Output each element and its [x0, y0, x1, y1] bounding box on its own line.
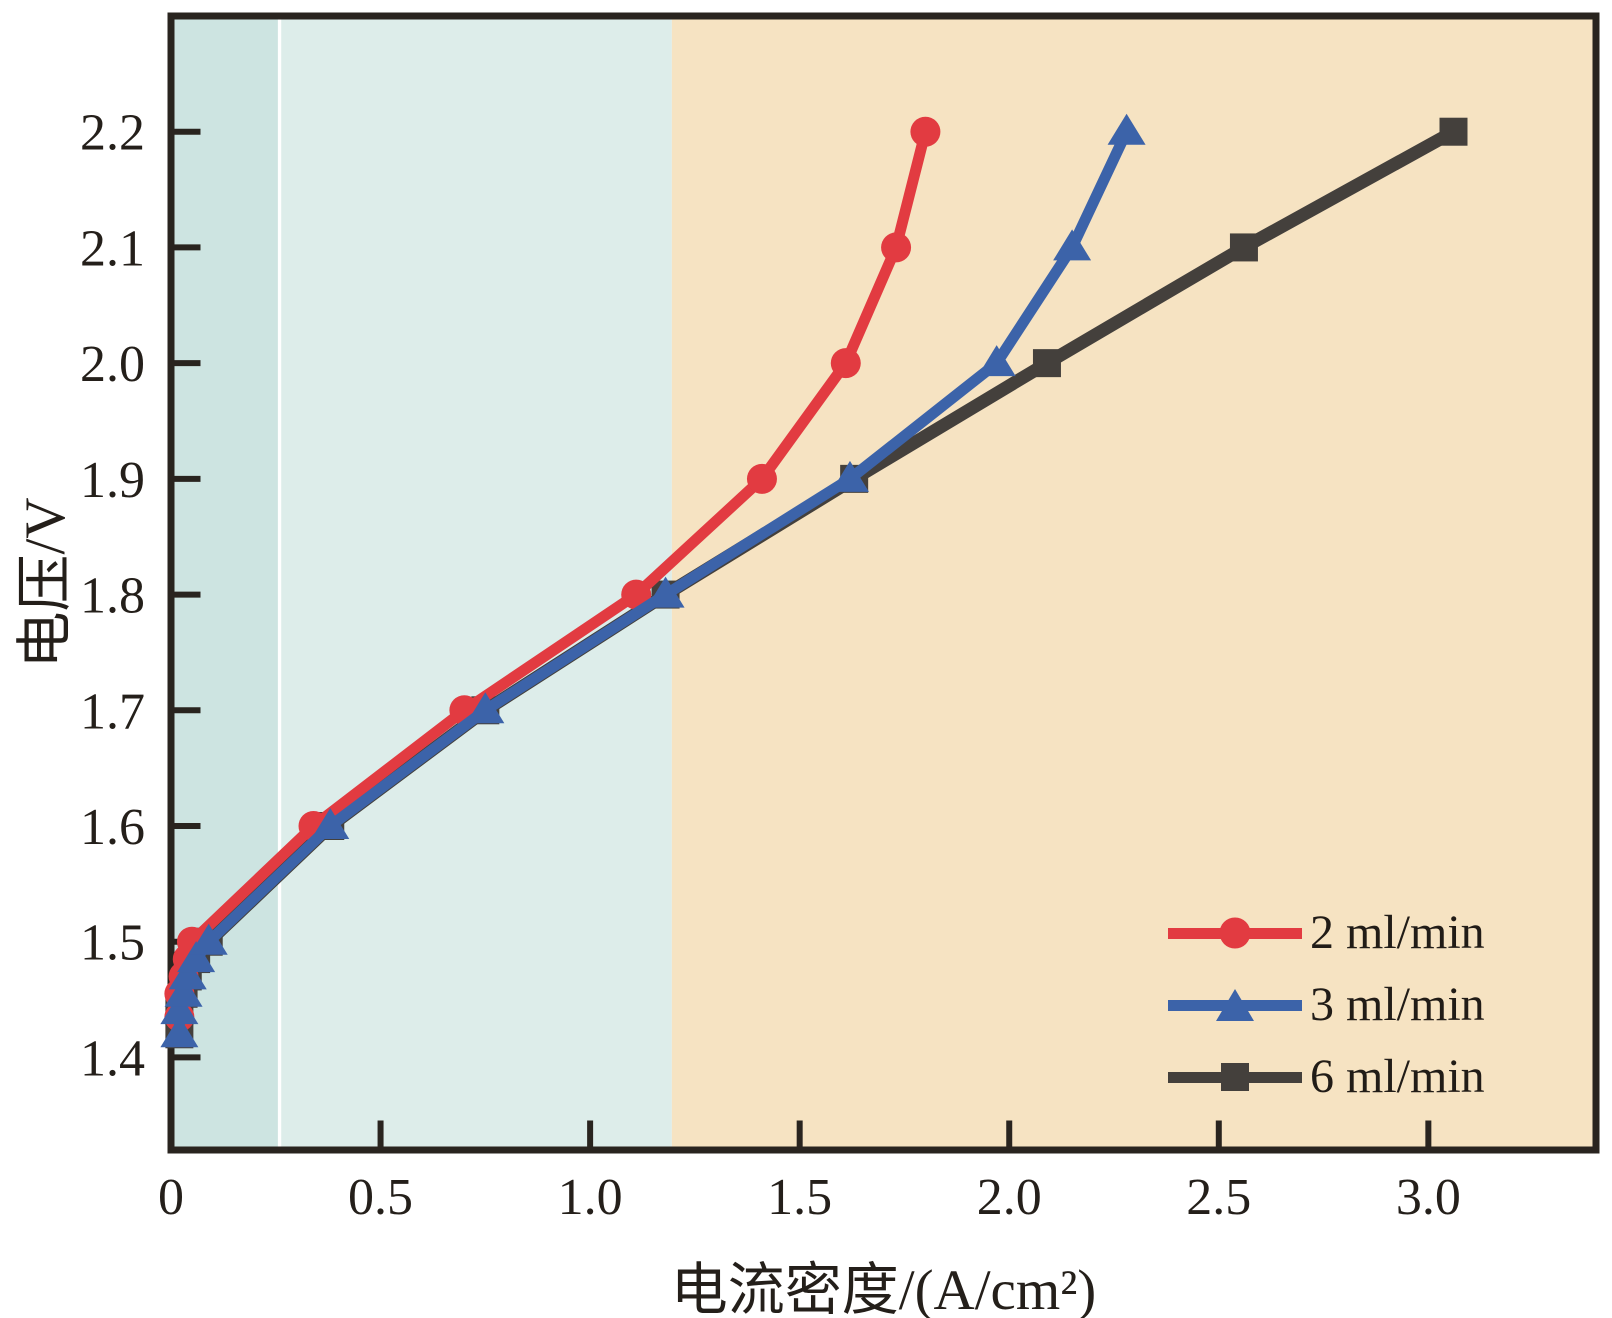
data-point-triangle: [977, 345, 1016, 377]
data-point-triangle: [466, 692, 505, 724]
data-point-square: [1032, 349, 1061, 378]
legend-line-sample: [1168, 917, 1302, 949]
y-tick-label: 1.8: [80, 568, 145, 625]
data-point-triangle: [1107, 113, 1146, 145]
x-axis-title: 电流密度/(A/cm²): [670, 1259, 1097, 1318]
y-tick-label: 1.7: [80, 683, 145, 740]
y-tick-label: 1.4: [80, 1030, 145, 1087]
y-tick-label: 1.6: [80, 799, 145, 856]
x-tick-label: 2.5: [1186, 1169, 1251, 1226]
data-point-triangle: [646, 576, 685, 608]
legend-label: 6 ml/min: [1310, 1050, 1485, 1103]
legend-item-2mlmin: 2 ml/min: [1168, 904, 1485, 962]
data-point-triangle: [160, 993, 199, 1025]
y-axis-title: 电压/V: [14, 497, 77, 669]
y-tick-label: 2.2: [80, 105, 145, 162]
data-point-triangle: [164, 975, 203, 1007]
background-band: [281, 19, 672, 1147]
triangle-marker-icon: [1216, 989, 1254, 1021]
x-tick-label: 3.0: [1396, 1169, 1461, 1226]
y-tick-label: 2.0: [80, 336, 145, 393]
plot-frame: [167, 12, 1600, 1154]
legend-label: 2 ml/min: [1310, 906, 1485, 959]
data-point-triangle: [189, 923, 228, 955]
circle-marker-icon: [1219, 917, 1251, 949]
data-point-triangle: [311, 808, 350, 839]
x-tick-label: 0.5: [348, 1169, 413, 1226]
data-point-circle: [881, 232, 912, 263]
legend-item-6mlmin: 6 ml/min: [1168, 1048, 1485, 1106]
y-tick-label: 2.1: [80, 220, 145, 277]
x-tick-label: 1.5: [767, 1169, 832, 1226]
square-marker-icon: [1221, 1063, 1249, 1091]
data-point-square: [1439, 117, 1468, 146]
data-point-triangle: [830, 460, 869, 492]
data-point-triangle: [177, 941, 216, 973]
legend: 2 ml/min 3 ml/min 6 ml/min: [1168, 904, 1485, 1106]
x-tick-label: 2.0: [977, 1169, 1042, 1226]
legend-line-sample: [1168, 989, 1302, 1021]
background-band: [671, 19, 1596, 1147]
legend-label: 3 ml/min: [1310, 978, 1485, 1031]
data-point-triangle: [168, 958, 207, 990]
y-tick-label: 1.9: [80, 452, 145, 509]
x-tick-label: 0: [158, 1169, 184, 1226]
y-tick-label: 1.5: [80, 915, 145, 972]
data-point-square: [1229, 233, 1258, 262]
data-point-circle: [746, 463, 777, 494]
legend-item-3mlmin: 3 ml/min: [1168, 976, 1485, 1034]
legend-line-sample: [1168, 1063, 1302, 1091]
data-point-triangle: [160, 1016, 199, 1048]
data-point-circle: [830, 348, 861, 379]
data-point-circle: [910, 116, 941, 147]
x-tick-label: 1.0: [558, 1169, 623, 1226]
data-point-triangle: [1053, 229, 1092, 261]
